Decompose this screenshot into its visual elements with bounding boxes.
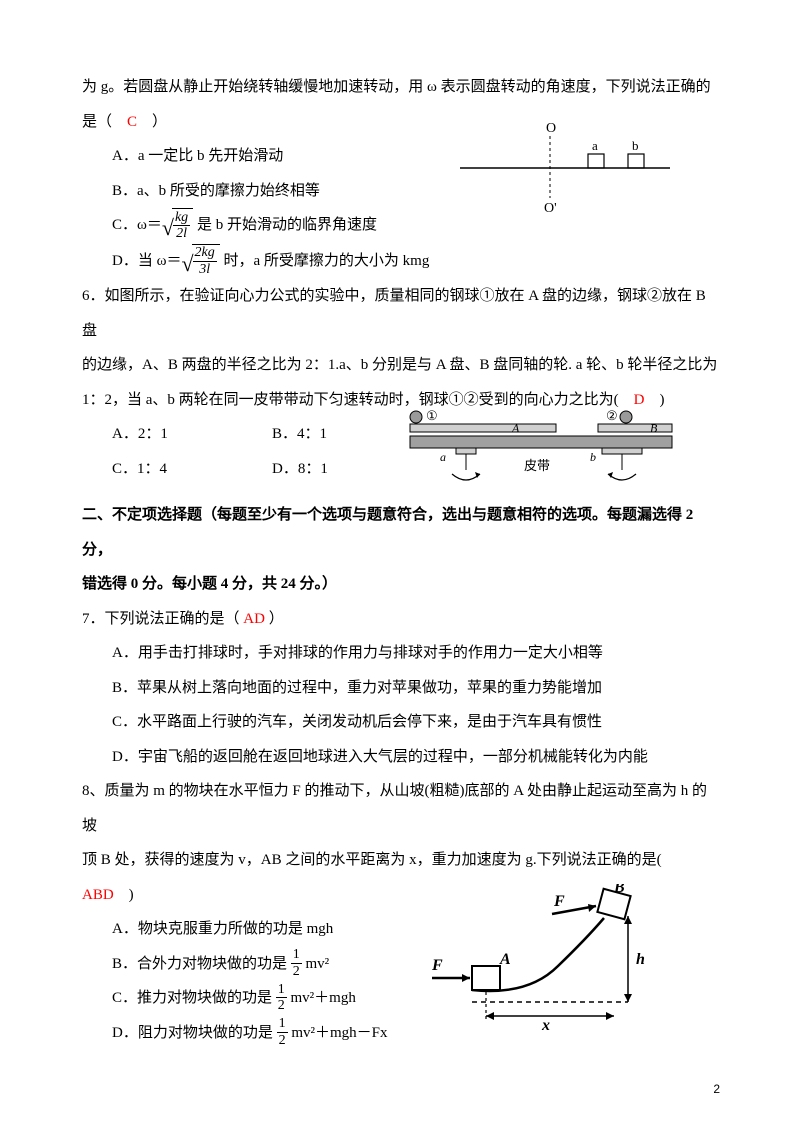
q5-label-a: a (592, 138, 598, 153)
q6-opt-b: B．4：1 (272, 417, 327, 452)
q5-opt-d: D．当 ω＝√2kg3l 时，a 所受摩擦力的大小为 kmg (82, 244, 720, 280)
q5-figure: O a b O' (460, 118, 670, 218)
q5-label-O: O (546, 121, 556, 136)
q6-two: ② (606, 408, 618, 423)
q8-c-num: 1 (276, 982, 287, 998)
q6-B: B (650, 421, 658, 435)
section2-line1: 二、不定项选择题（每题至少有一个选项与题意符合，选出与题意相符的选项。每题漏选得… (82, 498, 720, 567)
q5-label-Op: O' (544, 201, 557, 216)
q7-stem: 7．下列说法正确的是（ AD ） (82, 602, 720, 637)
q6-figure: ① A ② B a b 皮带 (400, 406, 680, 494)
page-number: 2 (713, 1076, 720, 1104)
q6-a: a (440, 450, 446, 464)
q8-d-post: mv²＋mgh－Fx (288, 1025, 388, 1041)
q5-label-b: b (632, 138, 639, 153)
q8-b-num: 1 (291, 947, 302, 963)
q8-figure: B F A F h x (428, 884, 658, 1039)
q6-opt-c: C．1：4 (112, 452, 272, 487)
q5-d-num: 2kg (193, 245, 217, 261)
q8-post: ) (114, 887, 134, 903)
q6-line2: 的边缘，A、B 两盘的半径之比为 2：1.a、b 分别是与 A 盘、B 盘同轴的… (82, 348, 720, 383)
q6-one: ① (426, 408, 438, 423)
q8-c-pre: C．推力对物块做的功是 (112, 990, 276, 1006)
q5-d-post: 时，a 所受摩擦力的大小为 kmg (220, 253, 430, 269)
q5-pre: 是（ (82, 114, 127, 130)
q5-c-pre: C．ω＝ (112, 217, 162, 233)
q8-c-den: 2 (276, 998, 287, 1013)
q8-x: x (541, 1017, 550, 1034)
q5-c-num: kg (173, 210, 190, 226)
q8-answer: ABD (82, 887, 114, 903)
q6-A: A (511, 421, 520, 435)
q6-opt-a: A．2：1 (112, 417, 272, 452)
q7-opt-d: D．宇宙飞船的返回舱在返回地球进入大气层的过程中，一部分机械能转化为内能 (82, 740, 720, 775)
q8-c-post: mv²＋mgh (287, 990, 356, 1006)
q6-b: b (590, 450, 596, 464)
section2-line2: 错选得 0 分。每小题 4 分，共 24 分。） (82, 567, 720, 602)
q8-line1: 8、质量为 m 的物块在水平恒力 F 的推动下，从山坡(粗糙)底部的 A 处由静… (82, 774, 720, 843)
q8-B: B (613, 884, 625, 896)
q7-answer: AD (243, 611, 265, 627)
q5-c-post: 是 b 开始滑动的临界角速度 (193, 217, 377, 233)
q8-h: h (636, 951, 645, 968)
q7-opt-a: A．用手击打排球时，手对排球的作用力与排球对手的作用力一定大小相等 (82, 636, 720, 671)
q5-c-den: 2l (173, 226, 190, 241)
q8-A: A (499, 951, 511, 968)
q6-belt: 皮带 (524, 458, 550, 473)
q7-opt-c: C．水平路面上行驶的汽车，关闭发动机后会停下来，是由于汽车具有惯性 (82, 705, 720, 740)
q8-d-den: 2 (277, 1033, 288, 1048)
q5-line1: 为 g。若圆盘从静止开始绕转轴缓慢地加速转动，用 ω 表示圆盘转动的角速度，下列… (82, 70, 720, 105)
q5-d-den: 3l (193, 262, 217, 277)
q6-line1: 6．如图所示，在验证向心力公式的实验中，质量相同的钢球①放在 A 盘的边缘，钢球… (82, 279, 720, 348)
q7-pre: 7．下列说法正确的是（ (82, 611, 243, 627)
q8-d-num: 1 (277, 1016, 288, 1032)
q8-b-den: 2 (291, 964, 302, 979)
q8-d-pre: D．阻力对物块做的功是 (112, 1025, 277, 1041)
q8-F-b: F (553, 893, 565, 910)
q8-b-mv2: mv² (302, 956, 329, 972)
q7-opt-b: B．苹果从树上落向地面的过程中，重力对苹果做功，苹果的重力势能增加 (82, 671, 720, 706)
q7-post: ） (265, 611, 284, 627)
q6-opt-d: D．8：1 (272, 452, 328, 487)
q8-b-pre: B．合外力对物块做的功是 (112, 956, 291, 972)
q5-answer: C (127, 114, 137, 130)
q8-pre: 顶 B 处，获得的速度为 v，AB 之间的水平距离为 x，重力加速度为 g.下列… (82, 852, 677, 868)
q8-F-a: F (431, 957, 443, 974)
q5-d-pre: D．当 ω＝ (112, 253, 181, 269)
q5-post: ） (137, 114, 167, 130)
